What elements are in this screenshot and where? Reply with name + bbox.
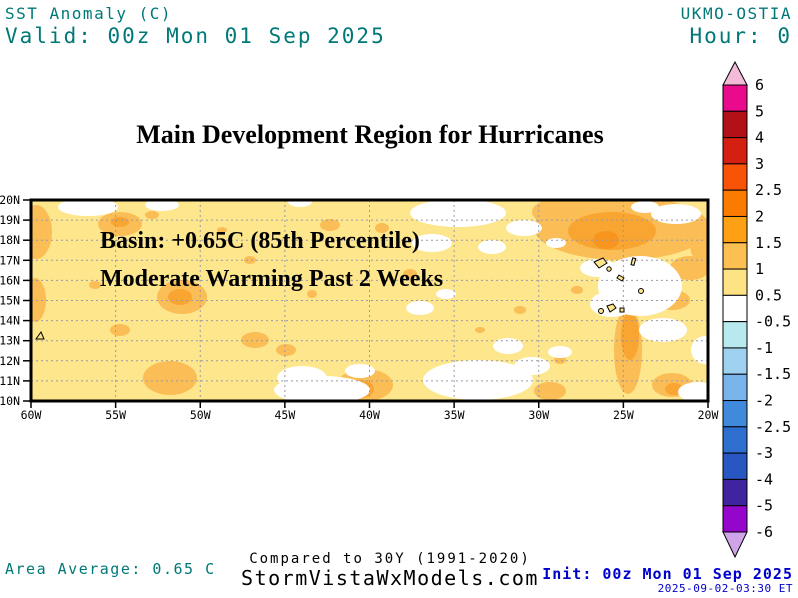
lat-tick-label: 20N xyxy=(0,193,20,207)
colorbar-label: 2.5 xyxy=(755,181,782,199)
lon-tick-label: 25W xyxy=(613,408,634,422)
lat-tick-label: 12N xyxy=(0,354,20,368)
lon-tick-label: 45W xyxy=(274,408,295,422)
colorbar-arrow-top xyxy=(722,60,748,86)
colorbar-segment xyxy=(722,373,748,402)
colorbar-segment xyxy=(722,268,748,296)
site-watermark: StormVistaWxModels.com xyxy=(241,566,539,590)
colorbar-label: -0.5 xyxy=(755,313,791,331)
colorbar-segment xyxy=(722,189,748,217)
colorbar-segment xyxy=(722,452,748,480)
colorbar-label: 2 xyxy=(755,207,764,225)
creation-timestamp: 2025-09-02-03:30 ET xyxy=(657,582,793,595)
lon-tick-label: 55W xyxy=(105,408,126,422)
baseline-label: Compared to 30Y (1991-2020) xyxy=(249,551,531,567)
lat-tick-label: 10N xyxy=(0,394,20,408)
lon-tick-label: 60W xyxy=(21,408,42,422)
lat-tick-label: 11N xyxy=(0,374,20,388)
lat-tick-label: 13N xyxy=(0,334,20,348)
colorbar-segment xyxy=(722,294,748,323)
colorbar-segment xyxy=(722,84,748,112)
colorbar-arrow-bottom xyxy=(722,531,748,559)
basin-anomaly-annotation: Basin: +0.65C (85th Percentile) xyxy=(100,228,420,254)
lon-tick-label: 30W xyxy=(528,408,549,422)
colorbar-segment xyxy=(722,321,748,349)
colorbar-label: 1.5 xyxy=(755,234,782,252)
colorbar-label: 5 xyxy=(755,102,764,120)
colorbar-label: 0.5 xyxy=(755,286,782,304)
lat-tick-label: 15N xyxy=(0,294,20,308)
colorbar-segment xyxy=(722,426,748,454)
colorbar-label: -2.5 xyxy=(755,418,791,436)
lat-tick-label: 14N xyxy=(0,314,20,328)
colorbar-label: -1.5 xyxy=(755,365,791,383)
lon-tick-label: 35W xyxy=(444,408,465,422)
area-average-label: Area Average: 0.65 C xyxy=(5,560,216,578)
product-label: SST Anomaly (C) xyxy=(5,4,172,23)
colorbar-label: -3 xyxy=(755,444,773,462)
colorbar-label: 4 xyxy=(755,129,764,147)
lat-tick-label: 16N xyxy=(0,273,20,287)
colorbar-label: 6 xyxy=(755,76,764,94)
colorbar-label: -1 xyxy=(755,339,773,357)
colorbar-segment xyxy=(722,478,748,507)
lon-tick-label: 40W xyxy=(359,408,380,422)
colorbar-segment xyxy=(722,242,748,270)
warming-trend-annotation: Moderate Warming Past 2 Weeks xyxy=(100,266,444,292)
colorbar-segment xyxy=(722,163,748,191)
lat-tick-label: 18N xyxy=(0,233,20,247)
model-label: UKMO-OSTIA xyxy=(680,4,792,23)
colorbar-label: 1 xyxy=(755,260,764,278)
lon-tick-label: 50W xyxy=(190,408,211,422)
lat-tick-label: 19N xyxy=(0,213,20,227)
colorbar-segment xyxy=(722,215,748,244)
colorbar-label: 3 xyxy=(755,155,764,173)
init-time-label: Init: 00z Mon 01 Sep 2025 xyxy=(542,565,793,583)
valid-time-label: Valid: 00z Mon 01 Sep 2025 xyxy=(5,24,386,48)
forecast-hour-label: Hour: 0 xyxy=(689,24,792,48)
page-title: Main Development Region for Hurricanes xyxy=(136,120,604,149)
colorbar-label: -4 xyxy=(755,470,773,488)
colorbar-label: -2 xyxy=(755,392,773,410)
lon-tick-label: 20W xyxy=(698,408,719,422)
lat-tick-label: 17N xyxy=(0,253,20,267)
colorbar-segment xyxy=(722,347,748,375)
colorbar-label: -6 xyxy=(755,523,773,541)
anomaly-blobs-orange xyxy=(31,200,708,401)
colorbar-segment xyxy=(722,400,748,428)
colorbar-segment xyxy=(722,505,748,533)
colorbar-label: -5 xyxy=(755,497,773,515)
